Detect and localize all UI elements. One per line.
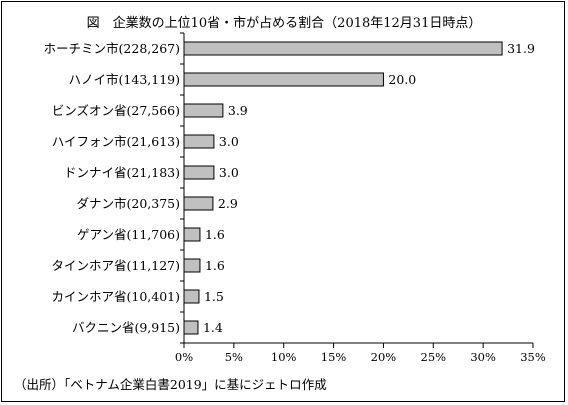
category-label: ビンズオン省(27,566)	[52, 103, 180, 118]
value-label: 3.0	[219, 134, 239, 149]
category-label: カインホア省(10,401)	[52, 289, 181, 304]
value-label: 1.6	[205, 227, 225, 242]
bar	[183, 320, 199, 335]
x-tick-label: 35%	[520, 350, 546, 364]
value-label: 1.6	[205, 258, 225, 273]
bar	[183, 41, 503, 56]
value-label: 31.9	[507, 41, 535, 56]
bar	[183, 289, 200, 304]
source-note: （出所）「ベトナム企業白書2019」に基にジェトロ作成	[14, 377, 327, 392]
category-label: ゲアン省(11,706)	[77, 227, 180, 242]
value-label: 1.4	[203, 320, 223, 335]
category-label: バクニン省(9,915)	[72, 320, 180, 335]
category-label: タインホア省(11,127)	[52, 258, 181, 273]
x-ticks: 0% 5% 10% 15% 20% 25% 30% 35%	[175, 343, 546, 364]
bars	[183, 41, 503, 335]
bar	[183, 196, 214, 211]
bar	[183, 103, 224, 118]
bar	[183, 258, 201, 273]
value-label: 3.0	[219, 165, 239, 180]
category-label: ホーチミン市(228,267)	[44, 41, 180, 56]
category-label: ドンナイ省(21,183)	[64, 165, 180, 180]
x-tick-label: 15%	[321, 350, 347, 364]
value-labels: 31.9 20.0 3.9 3.0 3.0 2.9 1.6 1.6 1.5 1.4	[203, 41, 535, 335]
chart-title: 図 企業数の上位10省・市が占める割合（2018年12月31日時点）	[86, 16, 482, 31]
axes	[180, 32, 533, 344]
category-labels: ホーチミン市(228,267) ハノイ市(143,119) ビンズオン省(27,56…	[44, 41, 180, 335]
x-tick-label: 20%	[371, 350, 397, 364]
category-label: ハイフォン市(21,613)	[52, 134, 180, 149]
bar	[183, 72, 384, 87]
bar	[183, 134, 215, 149]
value-label: 1.5	[204, 289, 224, 304]
category-label: ダナン市(20,375)	[77, 196, 181, 211]
x-tick-label: 25%	[421, 350, 447, 364]
value-label: 20.0	[388, 72, 416, 87]
bar	[183, 165, 215, 180]
x-tick-label: 0%	[175, 350, 193, 364]
category-label: ハノイ市(143,119)	[69, 72, 180, 87]
bar	[183, 227, 201, 242]
x-tick-label: 5%	[225, 350, 243, 364]
x-tick-label: 30%	[470, 350, 496, 364]
x-tick-label: 10%	[271, 350, 297, 364]
value-label: 2.9	[218, 196, 238, 211]
value-label: 3.9	[228, 103, 248, 118]
